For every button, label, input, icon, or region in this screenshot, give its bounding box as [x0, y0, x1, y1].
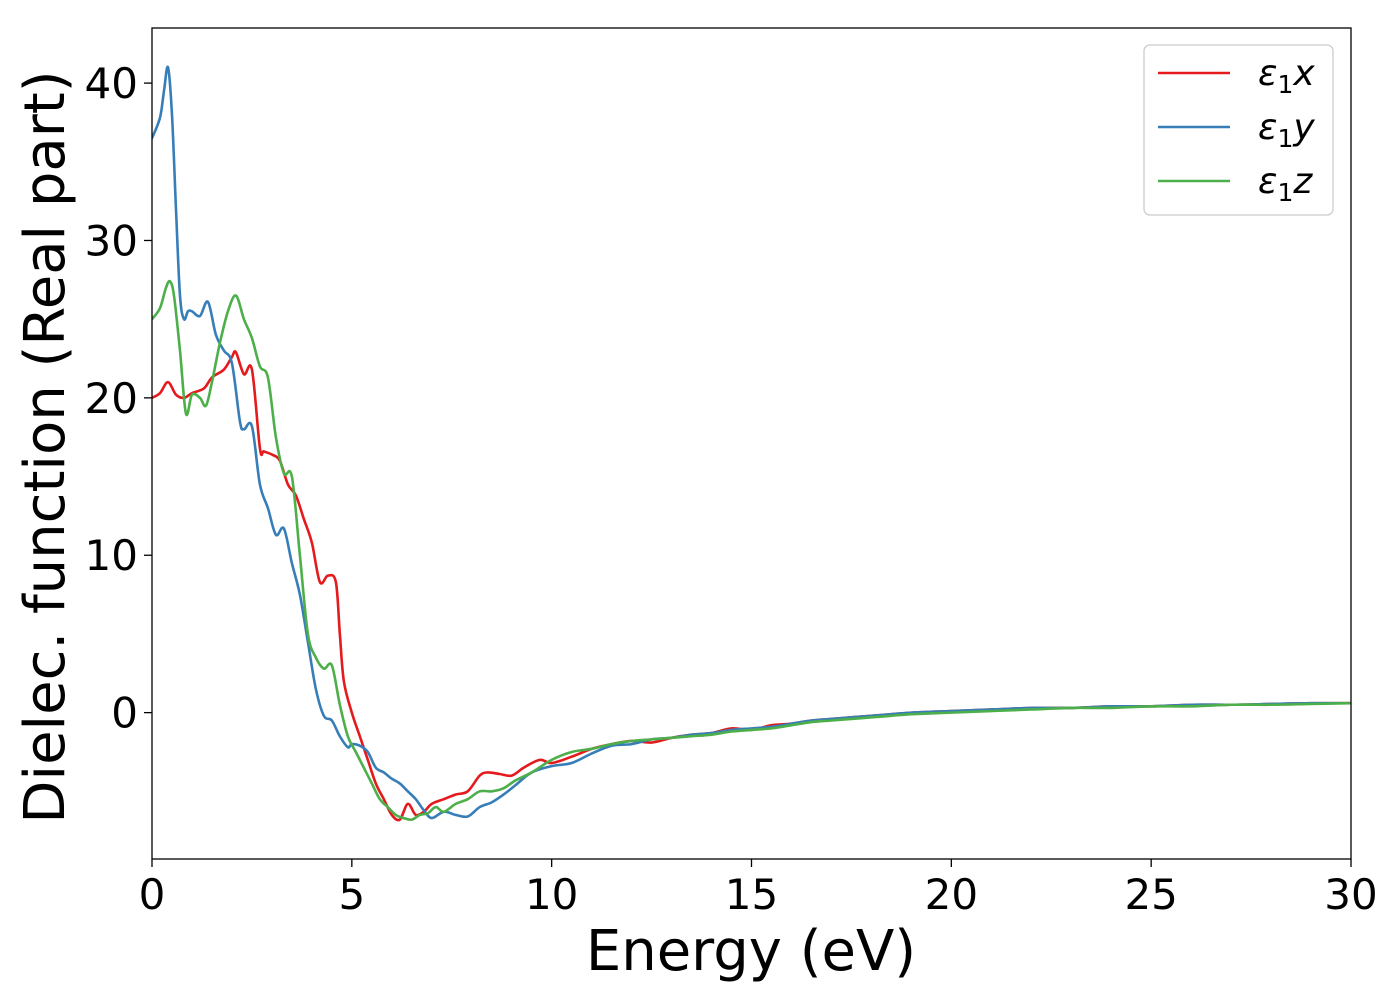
legend-label-base: ε: [1258, 107, 1277, 148]
legend-label-subscript: 1: [1277, 178, 1293, 207]
x-tick-label: 25: [1124, 870, 1177, 919]
legend-label-subscript: 1: [1277, 70, 1293, 99]
y-tick-label: 20: [85, 374, 138, 423]
legend-label-component: z: [1292, 161, 1313, 202]
x-tick-label: 10: [525, 870, 578, 919]
series-line-e1z: [152, 279, 1351, 822]
series-layer: [152, 65, 1351, 822]
series-line-e1y: [152, 65, 1351, 820]
y-tick-label: 0: [111, 689, 138, 738]
legend-label-base: ε: [1258, 161, 1277, 202]
y-tick-label: 10: [85, 531, 138, 580]
y-tick-label: 30: [85, 216, 138, 265]
x-axis-title: Energy (eV): [586, 919, 916, 984]
legend-label: ε1y: [1258, 107, 1315, 153]
legend-label-base: ε: [1258, 53, 1277, 94]
x-axis-ticks: 0 5 10 15 20 25 30: [139, 859, 1378, 919]
x-tick-label: 5: [338, 870, 365, 919]
legend-label-subscript: 1: [1277, 124, 1293, 153]
x-tick-label: 15: [725, 870, 778, 919]
legend-label: ε1z: [1258, 161, 1313, 207]
y-axis-ticks: 0 10 20 30 40: [85, 59, 152, 738]
y-axis-title: Dielec. function (Real part): [13, 70, 78, 823]
legend-label: ε1x: [1258, 53, 1315, 99]
legend-label-component: y: [1292, 107, 1315, 148]
legend-box: [1143, 44, 1334, 216]
x-tick-label: 30: [1324, 870, 1377, 919]
x-tick-label: 20: [925, 870, 978, 919]
legend-label-component: x: [1292, 53, 1315, 94]
x-tick-label: 0: [139, 870, 166, 919]
y-tick-label: 40: [85, 59, 138, 108]
